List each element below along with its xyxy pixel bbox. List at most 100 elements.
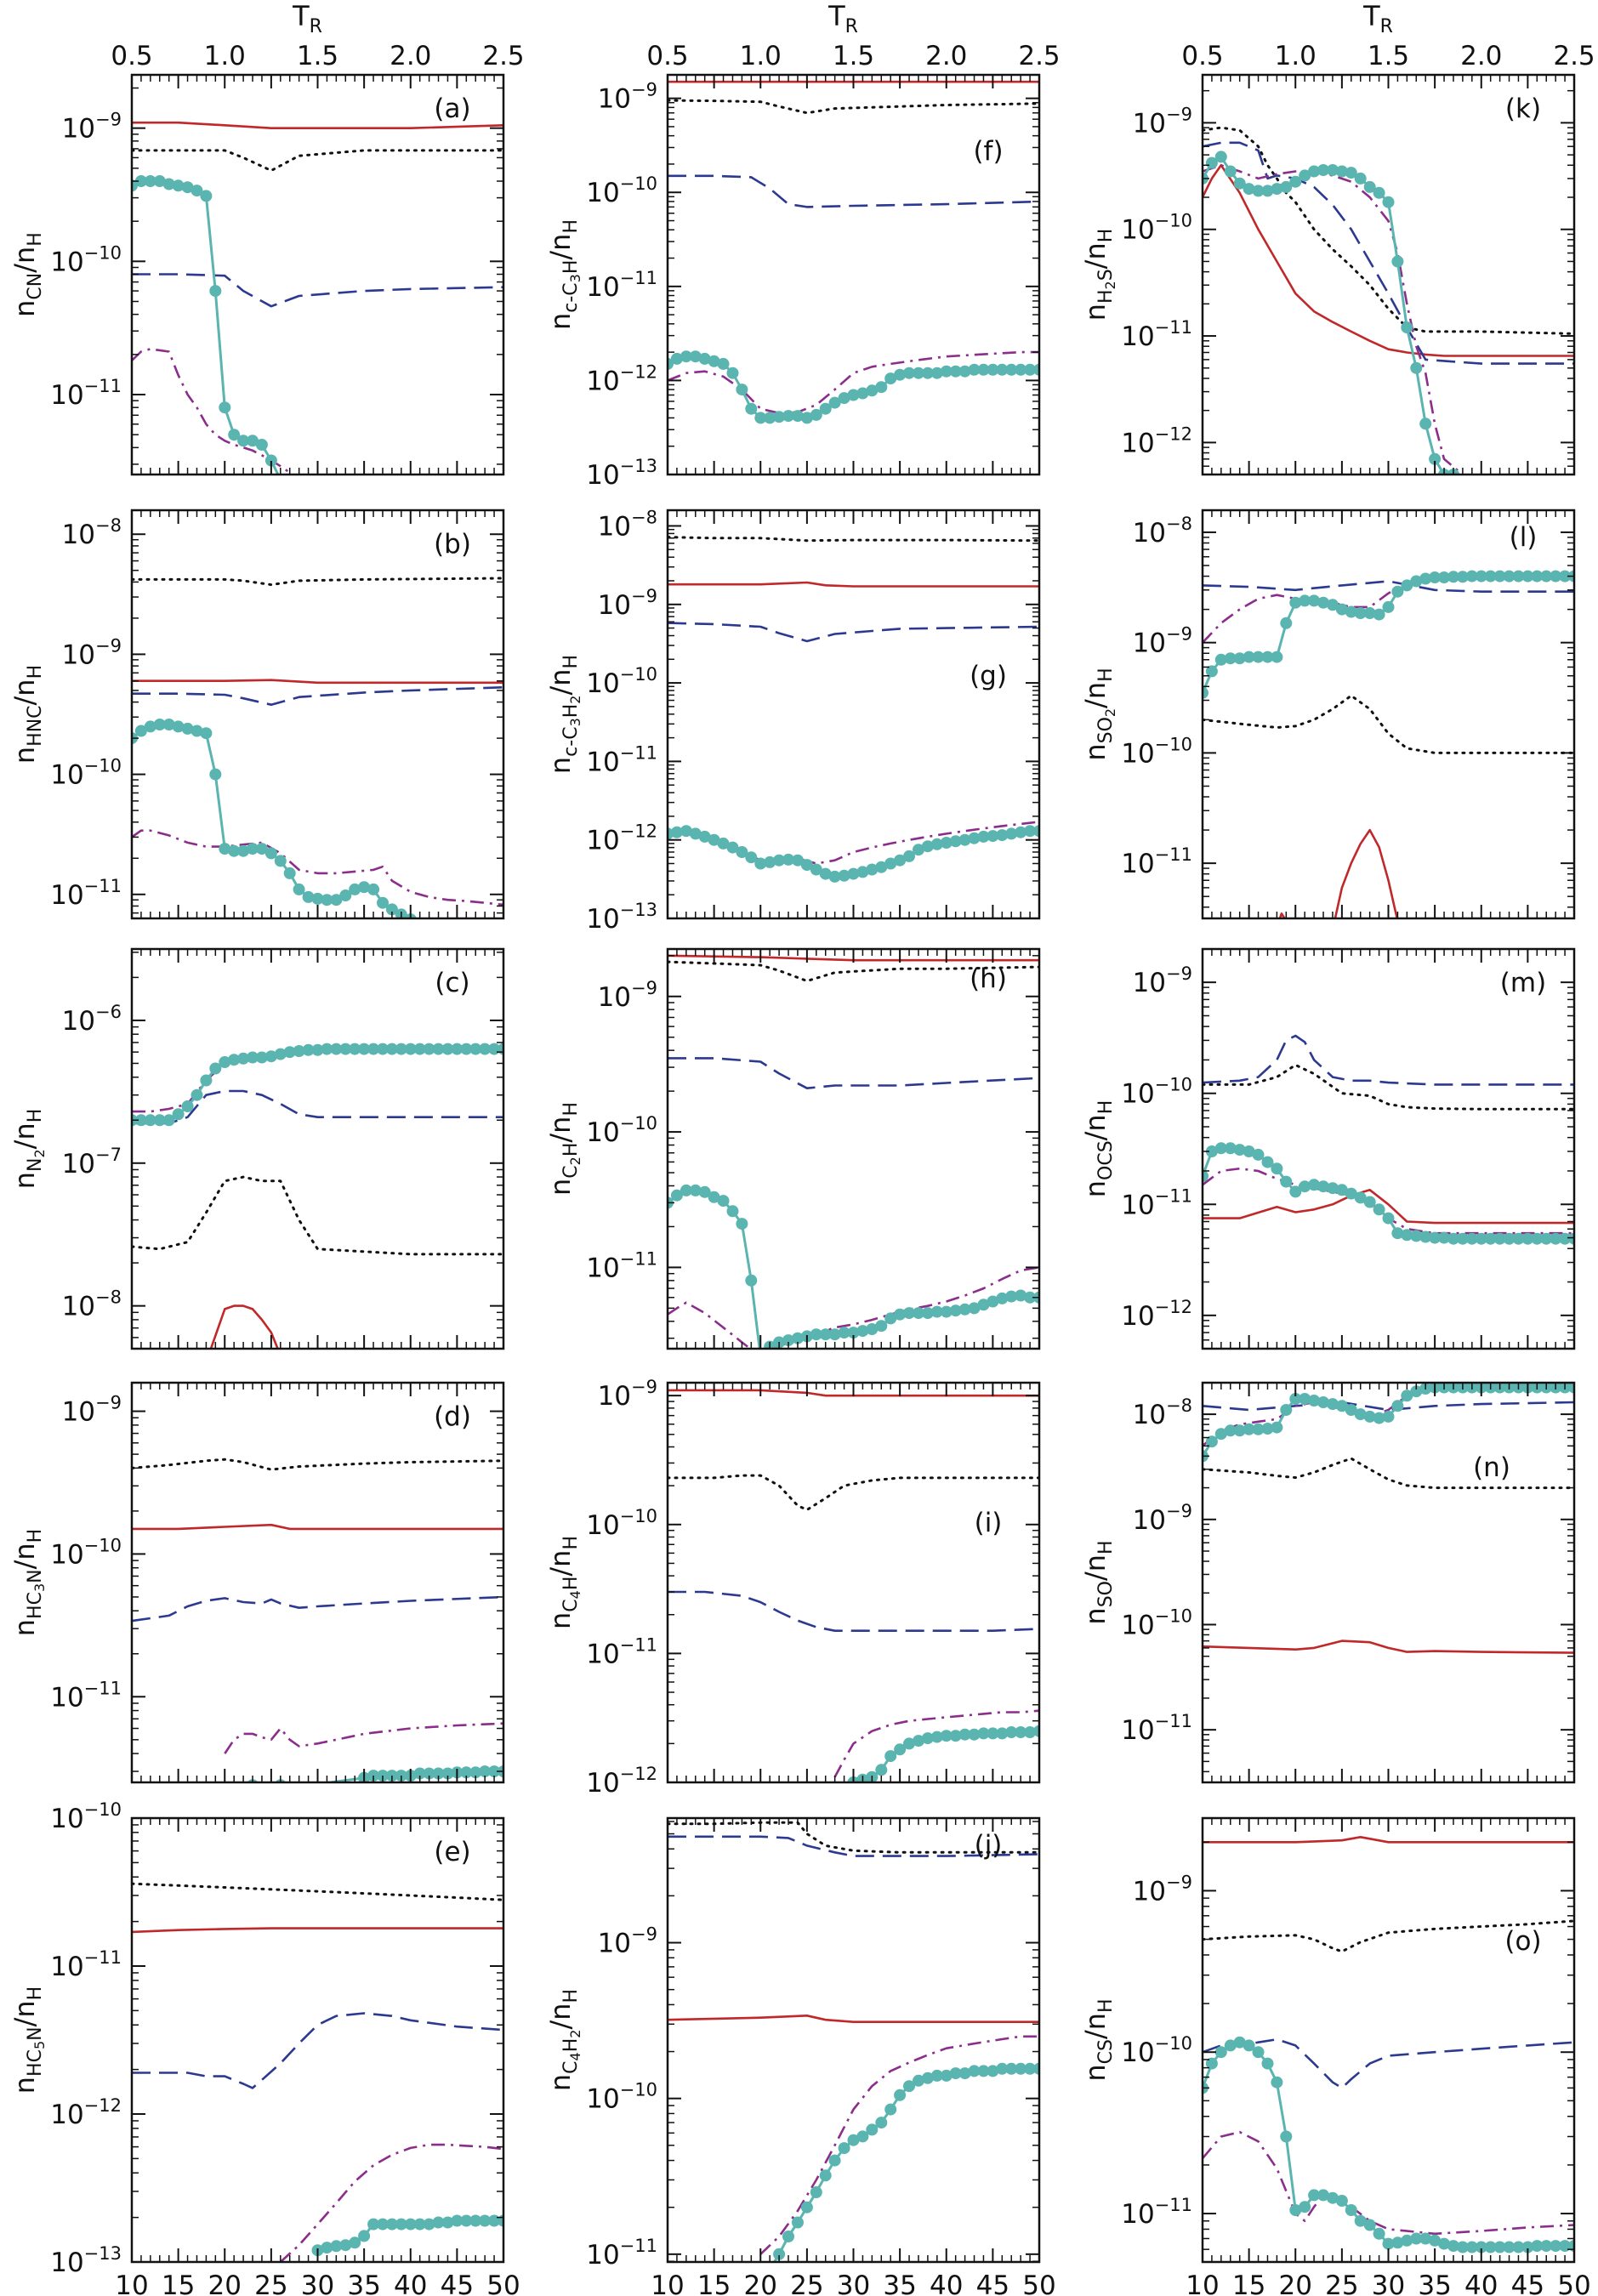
y-tick-label: 10−9 [1133, 624, 1192, 659]
series-dashdot-h [668, 1266, 1039, 1349]
line-dashed [132, 273, 503, 308]
marker-point [358, 2230, 371, 2242]
marker-point [209, 285, 222, 298]
line-dotted [668, 1821, 1039, 1854]
marker-point [219, 401, 231, 414]
panel-label: (i) [975, 1508, 1003, 1538]
marker-point [1345, 2204, 1357, 2216]
x-tick-label: 25 [790, 2270, 823, 2296]
line-dotted [1203, 1063, 1574, 1111]
y-axis-label: nN2/nH [9, 1109, 48, 1190]
panel-g: 10−13 10−12 10−11 10−10 10−9 10−8 (g) nc-C3H2/n… [544, 507, 1041, 935]
series-solid-b [132, 679, 503, 685]
marker-point [209, 1062, 222, 1075]
marker-point [181, 1100, 194, 1112]
marker-point [1382, 600, 1395, 613]
y-tick-label: 10−10 [50, 242, 122, 277]
marker-point [736, 384, 748, 396]
panel-m: 10−12 10−11 10−10 10−9 (m) nOCS/nH [1079, 947, 1576, 1350]
series-solid-k [1203, 164, 1574, 357]
series-dashed-j [668, 1835, 1039, 1857]
series-dotted-m [1203, 1063, 1574, 1111]
marker-point [200, 1074, 213, 1087]
y-tick-label: 10−11 [586, 1248, 657, 1283]
panel-label: (f) [973, 136, 1003, 167]
top-tick-label: 2.0 [390, 41, 431, 71]
series-marker-f [668, 350, 1039, 424]
top-tick-label: 1.5 [1368, 41, 1409, 71]
series-dashdot-i [833, 1709, 1039, 1778]
y-tick-label: 10−11 [50, 376, 122, 411]
marker-point [1410, 361, 1423, 374]
line-dotted [668, 99, 1039, 115]
marker-point [1391, 255, 1404, 268]
marker-point [265, 1785, 276, 1796]
series-dotted-l [1203, 694, 1574, 754]
marker-point [1299, 2201, 1311, 2214]
series-dashed-m [1203, 1034, 1574, 1086]
line-dashed [668, 174, 1039, 208]
marker-point [884, 1750, 897, 1763]
line-solid [132, 121, 503, 129]
marker-point [894, 2089, 907, 2101]
marker-point [1205, 1435, 1218, 1448]
top-tick-label: 2.5 [1553, 41, 1595, 71]
series-dashed-h [668, 1057, 1039, 1089]
marker-point [1419, 418, 1432, 430]
series-solid-i [668, 1389, 1039, 1397]
marker-point [1354, 172, 1367, 185]
marker-point [838, 2142, 850, 2155]
marker-point [255, 439, 268, 451]
series-dashdot-f [668, 350, 1039, 415]
line-dashed [132, 2012, 503, 2089]
marker-point [875, 1764, 888, 1776]
marker-point [745, 851, 758, 864]
series-solid-n [1203, 1640, 1574, 1654]
x-tick-label: 45 [441, 2270, 474, 2296]
line-dashdot [759, 2035, 1039, 2255]
marker-point [717, 357, 730, 370]
marker-point [1205, 665, 1218, 678]
marker-point [1280, 180, 1293, 193]
top-tick-label: 2.5 [1018, 41, 1060, 71]
y-tick-label: 10−12 [1121, 423, 1192, 458]
marker-point [200, 727, 213, 740]
series-solid-j [668, 2015, 1039, 2023]
series-solid-h [668, 954, 1039, 962]
marker-point [1033, 1725, 1039, 1737]
marker-point [264, 847, 277, 860]
line-dotted [1203, 1919, 1574, 1953]
top-tick-label: 0.5 [111, 41, 152, 71]
line-dashed [1203, 1401, 1574, 1412]
marker-point [339, 889, 352, 901]
top-tick-label: 2.0 [925, 41, 967, 71]
top-tick-label: 2.0 [1460, 41, 1502, 71]
marker-point [1568, 2240, 1574, 2253]
panel-k: 10−12 10−11 10−10 10−9 (k) nH2S/nH 0.5 1.0 1.5 2.… [1079, 0, 1595, 476]
y-tick-label: 10−13 [586, 900, 657, 935]
marker-point [256, 1782, 267, 1793]
marker-point [1271, 651, 1283, 663]
y-tick-label: 10−11 [1121, 844, 1192, 879]
marker-point [1280, 1404, 1293, 1416]
marker-point [349, 2236, 361, 2249]
panel-label: (d) [434, 1401, 471, 1432]
marker-point [1373, 608, 1385, 621]
marker-point [903, 850, 915, 862]
y-tick-label: 10−9 [1133, 104, 1192, 139]
marker-point [1214, 2046, 1227, 2059]
marker-point [191, 1088, 203, 1101]
panel-frame [1201, 73, 1576, 476]
series-dashed-n [1203, 1401, 1574, 1412]
series-dotted-c [132, 1175, 503, 1256]
y-tick-label: 10−10 [1121, 2033, 1192, 2068]
y-axis-label: nC4H2/nH [544, 1989, 583, 2091]
marker-point [800, 2201, 813, 2214]
panel-label: (n) [1473, 1452, 1510, 1483]
marker-point [1363, 1196, 1376, 1208]
y-tick-label: 10−11 [50, 1947, 122, 1982]
line-dashed [132, 686, 503, 707]
marker-point [782, 2231, 794, 2242]
y-tick-label: 10−8 [1133, 1395, 1192, 1430]
marker-point [1568, 1383, 1574, 1394]
